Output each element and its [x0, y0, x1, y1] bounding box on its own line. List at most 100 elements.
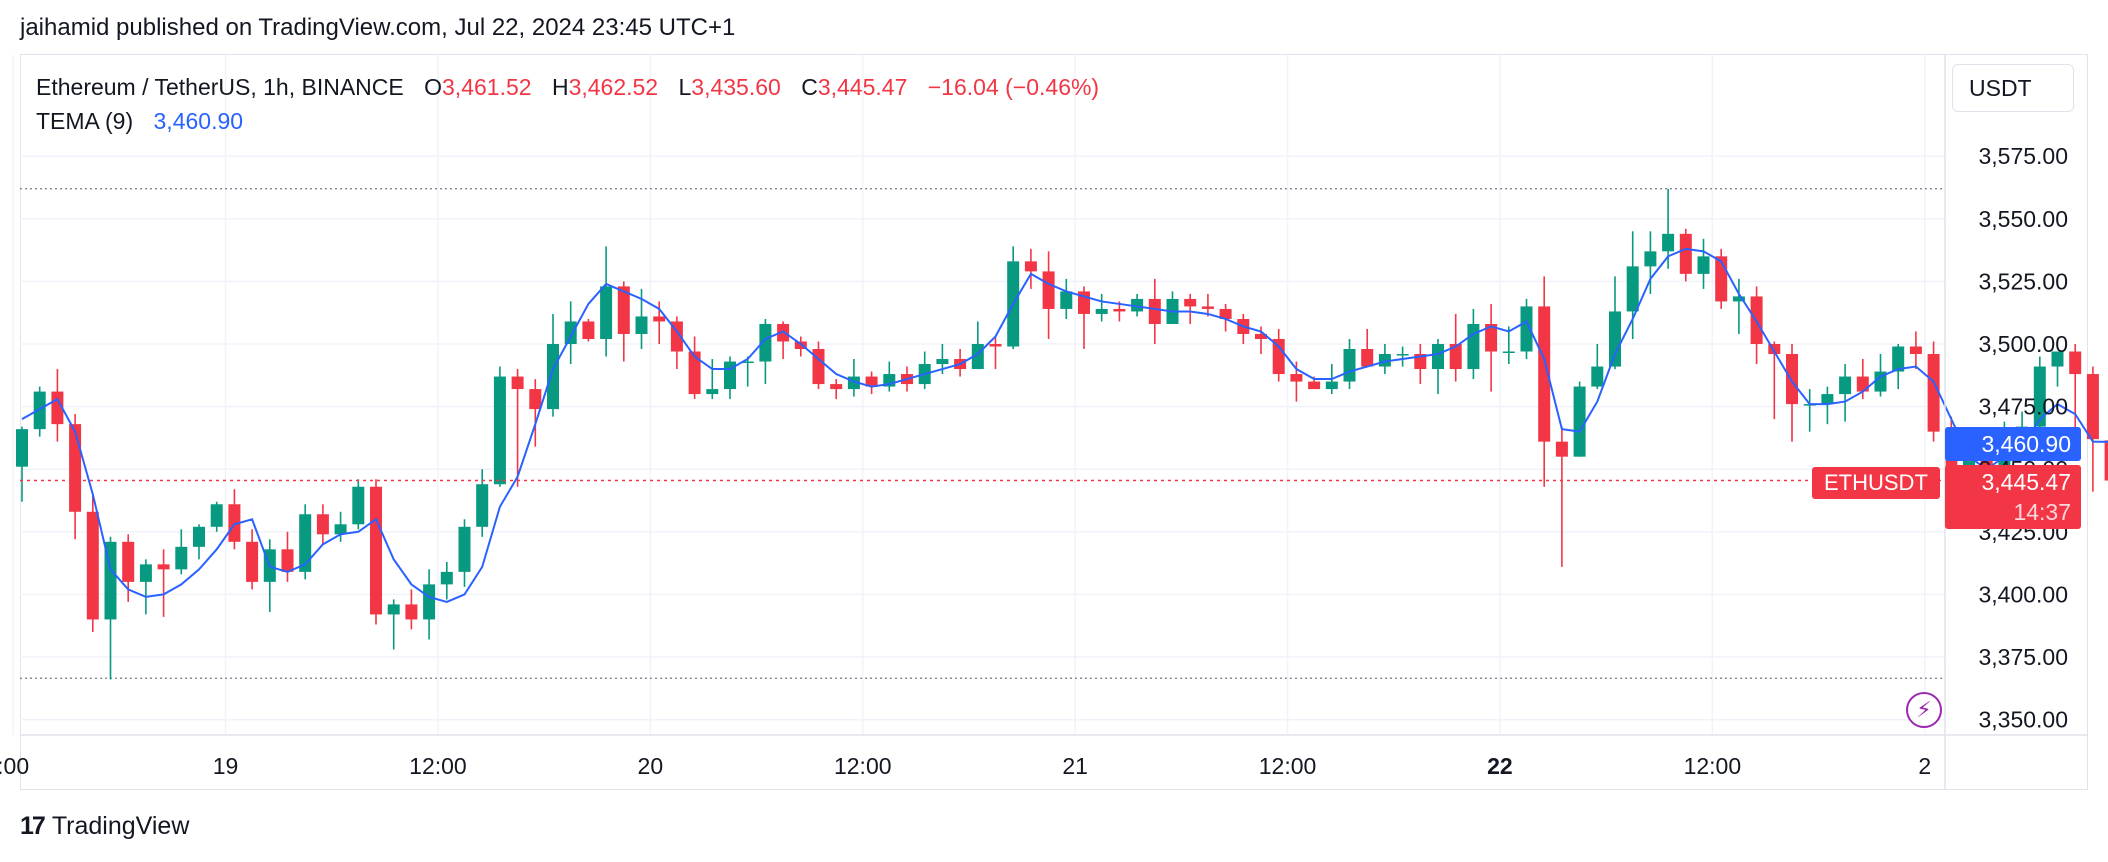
candle-body — [458, 526, 471, 572]
candle-body — [104, 541, 117, 620]
candle-body — [405, 604, 418, 620]
legend: Ethereum / TetherUS, 1h, BINANCE O3,461.… — [36, 70, 1099, 138]
publisher-line: jaihamid published on TradingView.com, J… — [20, 14, 736, 41]
candle-body — [246, 541, 259, 582]
candle-body — [1786, 354, 1798, 405]
candle-body — [865, 376, 878, 387]
time-tick-label: 12:00 — [834, 753, 892, 779]
last-price-value: 3,445.47 — [1981, 469, 2071, 495]
candles — [16, 188, 2108, 680]
candle-body — [1184, 298, 1197, 307]
candle-body — [511, 376, 524, 390]
candle-body — [2104, 440, 2108, 481]
candle-body — [1255, 333, 1267, 339]
candle-body — [1095, 308, 1108, 314]
candle-body — [1927, 354, 1940, 432]
legend-close-label: C — [801, 74, 818, 100]
candle-body — [476, 484, 489, 527]
candle-body — [139, 564, 152, 582]
candle-body — [175, 546, 188, 570]
time-tick-label: 12:00 — [1684, 753, 1742, 779]
legend-low-label: L — [678, 74, 692, 100]
candle-body — [33, 391, 46, 430]
candle-body — [334, 524, 347, 535]
price-tick-label: 3,350.00 — [1978, 707, 2068, 733]
candle-body — [387, 604, 400, 615]
candle-body — [423, 584, 436, 620]
candle-body — [1768, 344, 1781, 355]
candle-body — [1148, 298, 1161, 324]
legend-open-value: 3,461.52 — [442, 74, 532, 100]
legend-low-value: 3,435.60 — [691, 74, 781, 100]
last-price-tag: 3,445.47 14:37 — [1945, 465, 2081, 529]
legend-symbol[interactable]: Ethereum / TetherUS, 1h, BINANCE — [36, 74, 404, 100]
candle-body — [1432, 344, 1444, 370]
candle-body — [157, 564, 170, 570]
lightning-bolt-icon[interactable]: ⚡ — [1906, 692, 1942, 728]
candle-body — [228, 504, 241, 542]
candle-body — [1042, 271, 1055, 309]
brand-name: TradingView — [51, 812, 190, 840]
candle-body — [1538, 306, 1551, 442]
time-tick-label: 21 — [1062, 753, 1088, 779]
candle-body — [1609, 311, 1621, 367]
candle-body — [1219, 308, 1232, 319]
legend-close-value: 3,445.47 — [817, 74, 908, 100]
legend-high-label: H — [551, 74, 569, 100]
time-tick-label: 20 — [638, 753, 664, 779]
time-tick-label: 12:00 — [1259, 753, 1317, 779]
candle-body — [1272, 338, 1285, 375]
candle-body — [1201, 306, 1214, 309]
candle-body — [69, 424, 82, 512]
candle-body — [617, 286, 630, 334]
legend-high-value: 3,462.52 — [568, 74, 659, 100]
candle-body — [1626, 266, 1639, 312]
candle-body — [830, 384, 843, 390]
candle-body — [2086, 374, 2099, 440]
time-tick-label: :00 — [0, 753, 29, 779]
candle-body — [1555, 441, 1568, 457]
candle-body — [1502, 351, 1515, 354]
time-tick-label: 12:00 — [409, 753, 467, 779]
candle-body — [86, 511, 99, 620]
candle-body — [1449, 344, 1462, 370]
brand[interactable]: 17 TradingView — [20, 812, 189, 841]
currency-selector[interactable]: USDT — [1952, 64, 2074, 112]
time-axis: :00 19 12:00 20 12:00 21 12:00 22 12:00 2 — [0, 734, 2088, 779]
tema-line — [21, 247, 2108, 603]
price-tick-label: 3,575.00 — [1978, 143, 2068, 169]
indicator-name[interactable]: TEMA (9) — [36, 108, 134, 134]
candle-body — [2051, 351, 2064, 367]
candle-body — [493, 376, 506, 485]
candle-body — [1662, 233, 1675, 252]
candle-body — [1892, 346, 1905, 372]
candle-body — [1396, 354, 1409, 356]
candle-body — [281, 549, 294, 572]
candle-body — [210, 504, 223, 527]
candle-body — [1644, 251, 1657, 267]
candle-body — [370, 486, 382, 615]
range-lines — [20, 188, 1945, 679]
price-tick-label: 3,525.00 — [1978, 268, 2068, 294]
candle-body — [316, 514, 329, 535]
candle-body — [688, 351, 701, 395]
legend-open-label: O — [424, 74, 443, 100]
candle-body — [299, 514, 312, 572]
time-tick-label: 19 — [213, 753, 239, 779]
candle-body — [1290, 374, 1303, 382]
bar-countdown: 14:37 — [2013, 499, 2071, 525]
tema-price-tag: 3,460.90 — [1945, 427, 2081, 461]
legend-change: −16.04 (−0.46%) — [927, 74, 1100, 100]
candle-body — [1113, 308, 1126, 312]
price-axis: 3,575.00 3,550.00 3,525.00 3,500.00 3,475.00… — [1944, 55, 2068, 790]
candle-body — [1325, 381, 1338, 390]
candle-body — [1874, 371, 1887, 392]
candle-body — [989, 344, 1002, 347]
candle-body — [2069, 351, 2082, 375]
candle-body — [1591, 366, 1604, 387]
candle-body — [1361, 349, 1374, 367]
candle-body — [1024, 261, 1037, 272]
candle-body — [122, 541, 135, 582]
price-tick-label: 3,550.00 — [1978, 206, 2068, 232]
candle-body — [936, 359, 949, 365]
